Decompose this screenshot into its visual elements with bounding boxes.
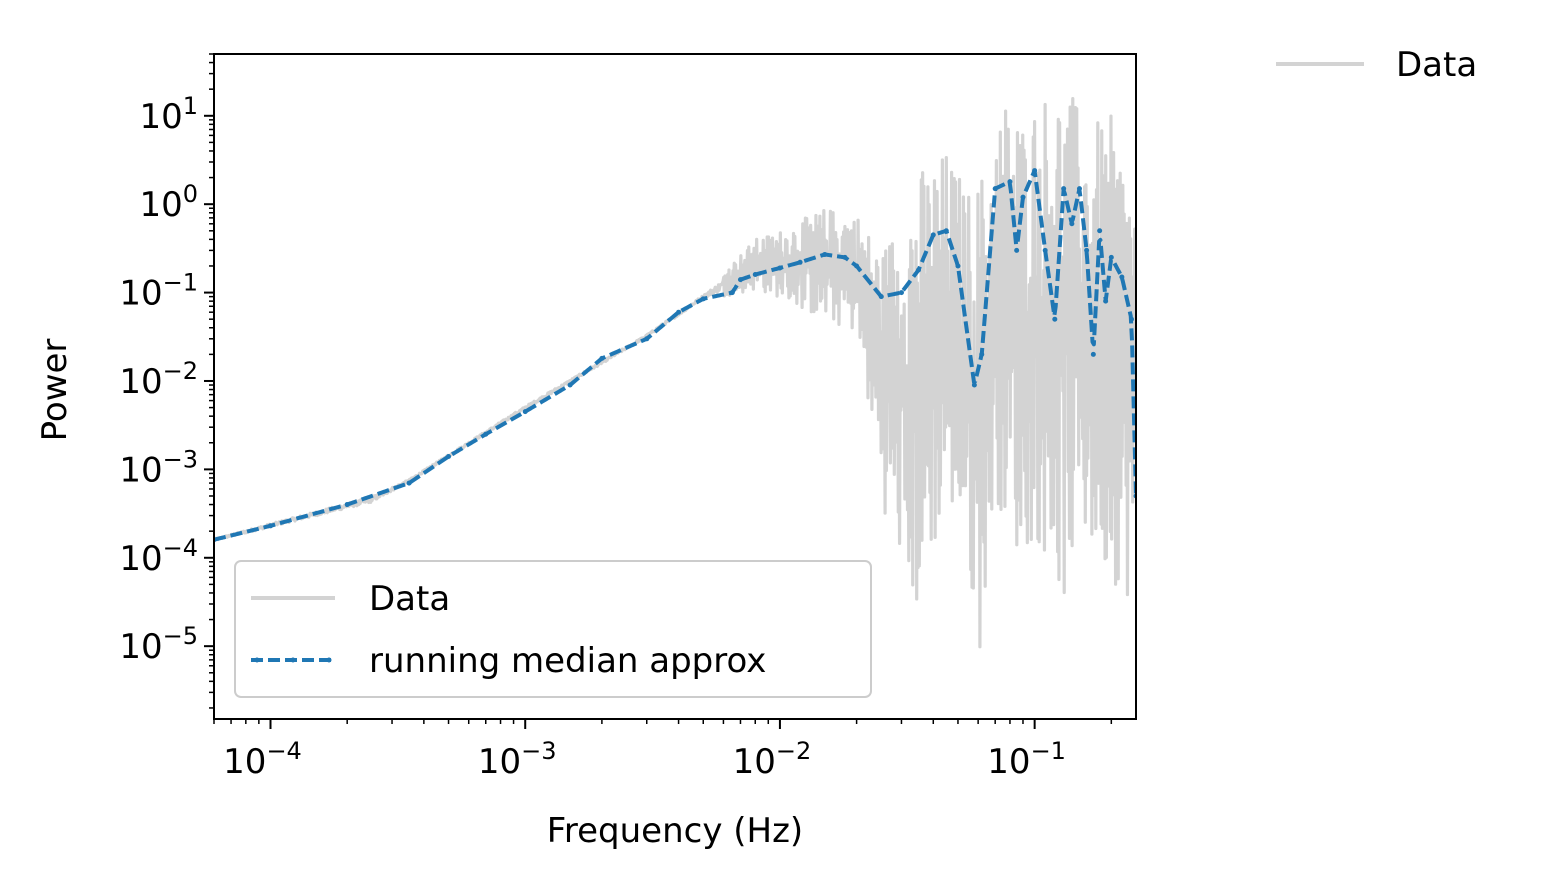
- legend-layer: Data running median approx Data: [234, 45, 1477, 698]
- x-tick-label: 10−1: [987, 737, 1066, 782]
- running-median-point: [1052, 316, 1058, 322]
- plot-layer: [213, 53, 1137, 720]
- x-tick-label: 10−3: [478, 737, 557, 782]
- running-median-point: [700, 296, 706, 302]
- running-median-point: [979, 351, 985, 357]
- x-tick-label: 10−4: [223, 737, 302, 782]
- y-tick-label: 10−3: [119, 445, 198, 490]
- running-median-point: [1108, 254, 1114, 260]
- running-median-point: [955, 263, 961, 269]
- legend-outside-label: Data: [1396, 45, 1477, 85]
- legend-inside-marker: [290, 657, 296, 663]
- running-median-point: [446, 453, 452, 459]
- running-median-point: [268, 523, 274, 529]
- running-median-point: [1128, 316, 1134, 322]
- running-median-point: [992, 186, 998, 192]
- running-median-point: [943, 228, 949, 234]
- running-median-point: [1103, 298, 1109, 304]
- legend-inside-marker: [254, 657, 260, 663]
- running-median-point: [676, 309, 682, 315]
- plot-area: [214, 97, 1136, 649]
- y-tick-label: 10−4: [119, 534, 198, 579]
- running-median-point: [406, 480, 412, 486]
- y-tick-label: 101: [139, 92, 198, 137]
- running-median-point: [522, 409, 528, 415]
- running-median-point: [1007, 179, 1013, 185]
- axes-frame: [213, 53, 1137, 720]
- running-median-point: [797, 259, 803, 265]
- y-tick-label: 100: [139, 180, 198, 225]
- running-median-point: [1042, 247, 1048, 253]
- series-running-median-line: [214, 168, 1136, 542]
- running-median-point: [1069, 221, 1075, 227]
- running-median-point: [1076, 186, 1082, 192]
- running-median-point: [930, 232, 936, 238]
- running-median-point: [777, 265, 783, 271]
- x-tick-label: 10−2: [733, 737, 812, 782]
- running-median-point: [737, 277, 743, 283]
- running-median-point: [1014, 247, 1020, 253]
- running-median-point: [916, 267, 922, 273]
- running-median-point: [344, 502, 350, 508]
- running-median-point: [567, 382, 573, 388]
- running-median-point: [971, 382, 977, 388]
- running-median-point: [842, 254, 848, 260]
- ticks-layer: 10−4 10−3 10−2 10−1 101 100 10−1 10−2 10−3 10−4 10…: [119, 53, 1113, 782]
- legend-inside-label: Data: [369, 579, 450, 619]
- y-tick-label: 10−5: [119, 622, 198, 667]
- running-median-point: [1020, 194, 1026, 200]
- running-median-point: [822, 251, 828, 257]
- running-median-point: [1032, 168, 1038, 174]
- running-median-point: [644, 336, 650, 342]
- legend-inside-box: [234, 560, 872, 698]
- running-median-point: [854, 263, 860, 269]
- running-median-point: [483, 431, 489, 437]
- x-axis-title: Frequency (Hz): [547, 811, 803, 851]
- running-median-point: [599, 355, 605, 361]
- running-median-point: [1084, 247, 1090, 253]
- running-median-point: [752, 272, 758, 278]
- running-median-point: [878, 294, 884, 300]
- running-median-point: [1061, 186, 1067, 192]
- running-median-point: [898, 290, 904, 296]
- y-tick-label: 10−1: [119, 269, 198, 314]
- y-tick-label: 10−2: [119, 357, 198, 402]
- running-median-point: [1090, 351, 1096, 357]
- running-median-point: [1097, 228, 1103, 234]
- series-data-line: [214, 97, 1136, 649]
- legend-inside-marker: [326, 657, 332, 663]
- y-axis-title: Power: [35, 339, 75, 442]
- legend-inside-label: running median approx: [369, 641, 766, 681]
- running-median-point: [729, 290, 735, 296]
- running-median-point: [1119, 274, 1125, 280]
